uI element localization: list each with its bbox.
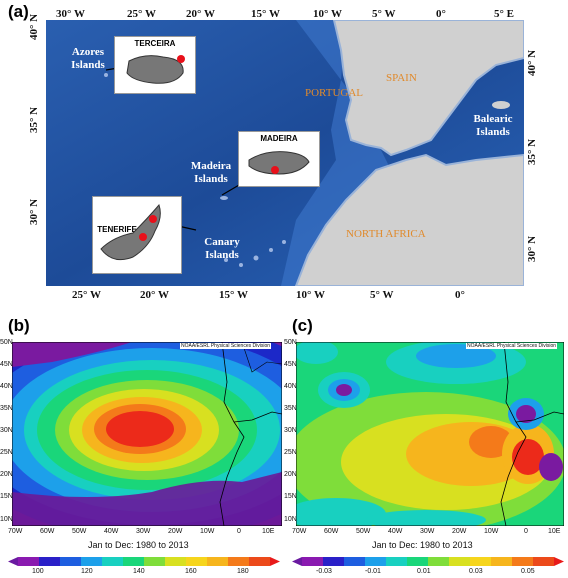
terceira-station-marker — [177, 55, 185, 63]
lat-tick: 25N — [0, 449, 13, 456]
panel-c-colorbar — [292, 557, 564, 566]
lat-tick: 20N — [284, 471, 297, 478]
lon-label-top: 0° — [436, 8, 446, 20]
lat-tick: 45N — [0, 361, 13, 368]
lon-tick: 10E — [548, 528, 561, 535]
lon-tick: 0 — [524, 528, 528, 535]
lat-tick: 10N — [0, 516, 13, 523]
portugal-label: PORTUGAL — [305, 87, 364, 99]
lon-tick: 70W — [292, 528, 307, 535]
lon-tick: 20W — [168, 528, 183, 535]
lon-label-top: 30° W — [56, 8, 85, 20]
lat-tick: 20N — [0, 471, 13, 478]
lon-label-bottom: 5° W — [370, 289, 394, 301]
lon-label-top: 5° E — [494, 8, 514, 20]
terceira-title: TERCEIRA — [134, 39, 176, 48]
colorbar-tick: 120 — [81, 568, 93, 575]
colorbar-tick: 0.03 — [469, 568, 483, 575]
panel-b-label: (b) — [8, 316, 30, 335]
lon-tick: 0 — [237, 528, 241, 535]
lon-tick: 50W — [72, 528, 87, 535]
lon-tick: 30W — [136, 528, 151, 535]
lat-tick: 50N — [0, 339, 13, 346]
lon-tick: 40W — [388, 528, 403, 535]
tenerife-station-marker-1 — [149, 215, 157, 223]
lon-tick: 20W — [452, 528, 467, 535]
lat-tick: 25N — [284, 449, 297, 456]
panel-a-label: (a) — [8, 2, 29, 21]
colorbar-tick: -0.03 — [316, 568, 332, 575]
colorbar-tick: 140 — [133, 568, 145, 575]
lat-tick: 35N — [0, 405, 13, 412]
lon-tick: 30W — [420, 528, 435, 535]
lon-tick: 10W — [484, 528, 499, 535]
lon-label-bottom: 15° W — [219, 289, 248, 301]
lon-label-top: 15° W — [251, 8, 280, 20]
panel-b-map — [12, 342, 282, 526]
panel-b-credit: NOAA/ESRL Physical Sciences Division — [180, 343, 272, 349]
panel-c-credit: NOAA/ESRL Physical Sciences Division — [466, 343, 558, 349]
lon-label-bottom: 0° — [455, 289, 465, 301]
lon-tick: 60W — [40, 528, 55, 535]
lat-label-right: 40° N — [526, 49, 538, 76]
north-africa-label: NORTH AFRICA — [346, 228, 426, 240]
terceira-inset: TERCEIRA — [114, 36, 196, 94]
lon-tick: 10E — [262, 528, 275, 535]
madeira-label: Madeira Islands — [190, 160, 232, 185]
tenerife-inset: TENERIFE — [92, 196, 182, 274]
panel-c-label: (c) — [292, 316, 313, 335]
lat-label-left: 40° N — [28, 13, 40, 40]
spain-label: SPAIN — [386, 72, 417, 84]
lon-label-bottom: 20° W — [140, 289, 169, 301]
lon-label-top: 25° W — [127, 8, 156, 20]
panel-c-period: Jan to Dec: 1980 to 2013 — [372, 540, 473, 550]
lon-label-bottom: 25° W — [72, 289, 101, 301]
lon-label-top: 10° W — [313, 8, 342, 20]
colorbar-tick: 100 — [32, 568, 44, 575]
colorbar-tick: 0.05 — [521, 568, 535, 575]
lat-tick: 45N — [284, 361, 297, 368]
iberian-peninsula — [332, 20, 524, 157]
lat-tick: 30N — [0, 427, 13, 434]
canary-label: Canary Islands — [204, 236, 240, 261]
lon-tick: 10W — [200, 528, 215, 535]
panel-b-colorbar — [8, 557, 280, 566]
madeira-inset: MADEIRA — [238, 131, 320, 187]
tenerife-title: TENERIFE — [97, 225, 137, 234]
lat-tick: 15N — [284, 493, 297, 500]
lon-tick: 50W — [356, 528, 371, 535]
madeira-title: MADEIRA — [260, 134, 298, 143]
lon-label-bottom: 10° W — [296, 289, 325, 301]
lon-label-top: 20° W — [186, 8, 215, 20]
colorbar-tick: -0.01 — [365, 568, 381, 575]
lat-tick: 50N — [284, 339, 297, 346]
madeira-station-marker — [271, 166, 279, 174]
lat-label-left: 30° N — [28, 198, 40, 225]
lat-tick: 35N — [284, 405, 297, 412]
balearic-label: Balearic Islands — [473, 113, 513, 138]
lat-label-left: 35° N — [28, 106, 40, 133]
lon-tick: 70W — [8, 528, 23, 535]
lat-tick: 30N — [284, 427, 297, 434]
lon-tick: 60W — [324, 528, 339, 535]
panel-c-map — [296, 342, 564, 526]
colorbar-tick: 180 — [237, 568, 249, 575]
colorbar-tick: 0.01 — [417, 568, 431, 575]
lat-tick: 40N — [0, 383, 13, 390]
lat-label-right: 30° N — [526, 235, 538, 262]
lat-tick: 15N — [0, 493, 13, 500]
north-africa-land — [294, 153, 524, 286]
panel-b-period: Jan to Dec: 1980 to 2013 — [88, 540, 189, 550]
colorbar-tick: 160 — [185, 568, 197, 575]
balearic-land — [492, 101, 510, 109]
lon-label-top: 5° W — [372, 8, 396, 20]
lat-tick: 10N — [284, 516, 297, 523]
azores-label: Azores Islands — [71, 46, 105, 71]
tenerife-station-marker-2 — [139, 233, 147, 241]
lat-label-right: 35° N — [526, 138, 538, 165]
lon-tick: 40W — [104, 528, 119, 535]
lat-tick: 40N — [284, 383, 297, 390]
